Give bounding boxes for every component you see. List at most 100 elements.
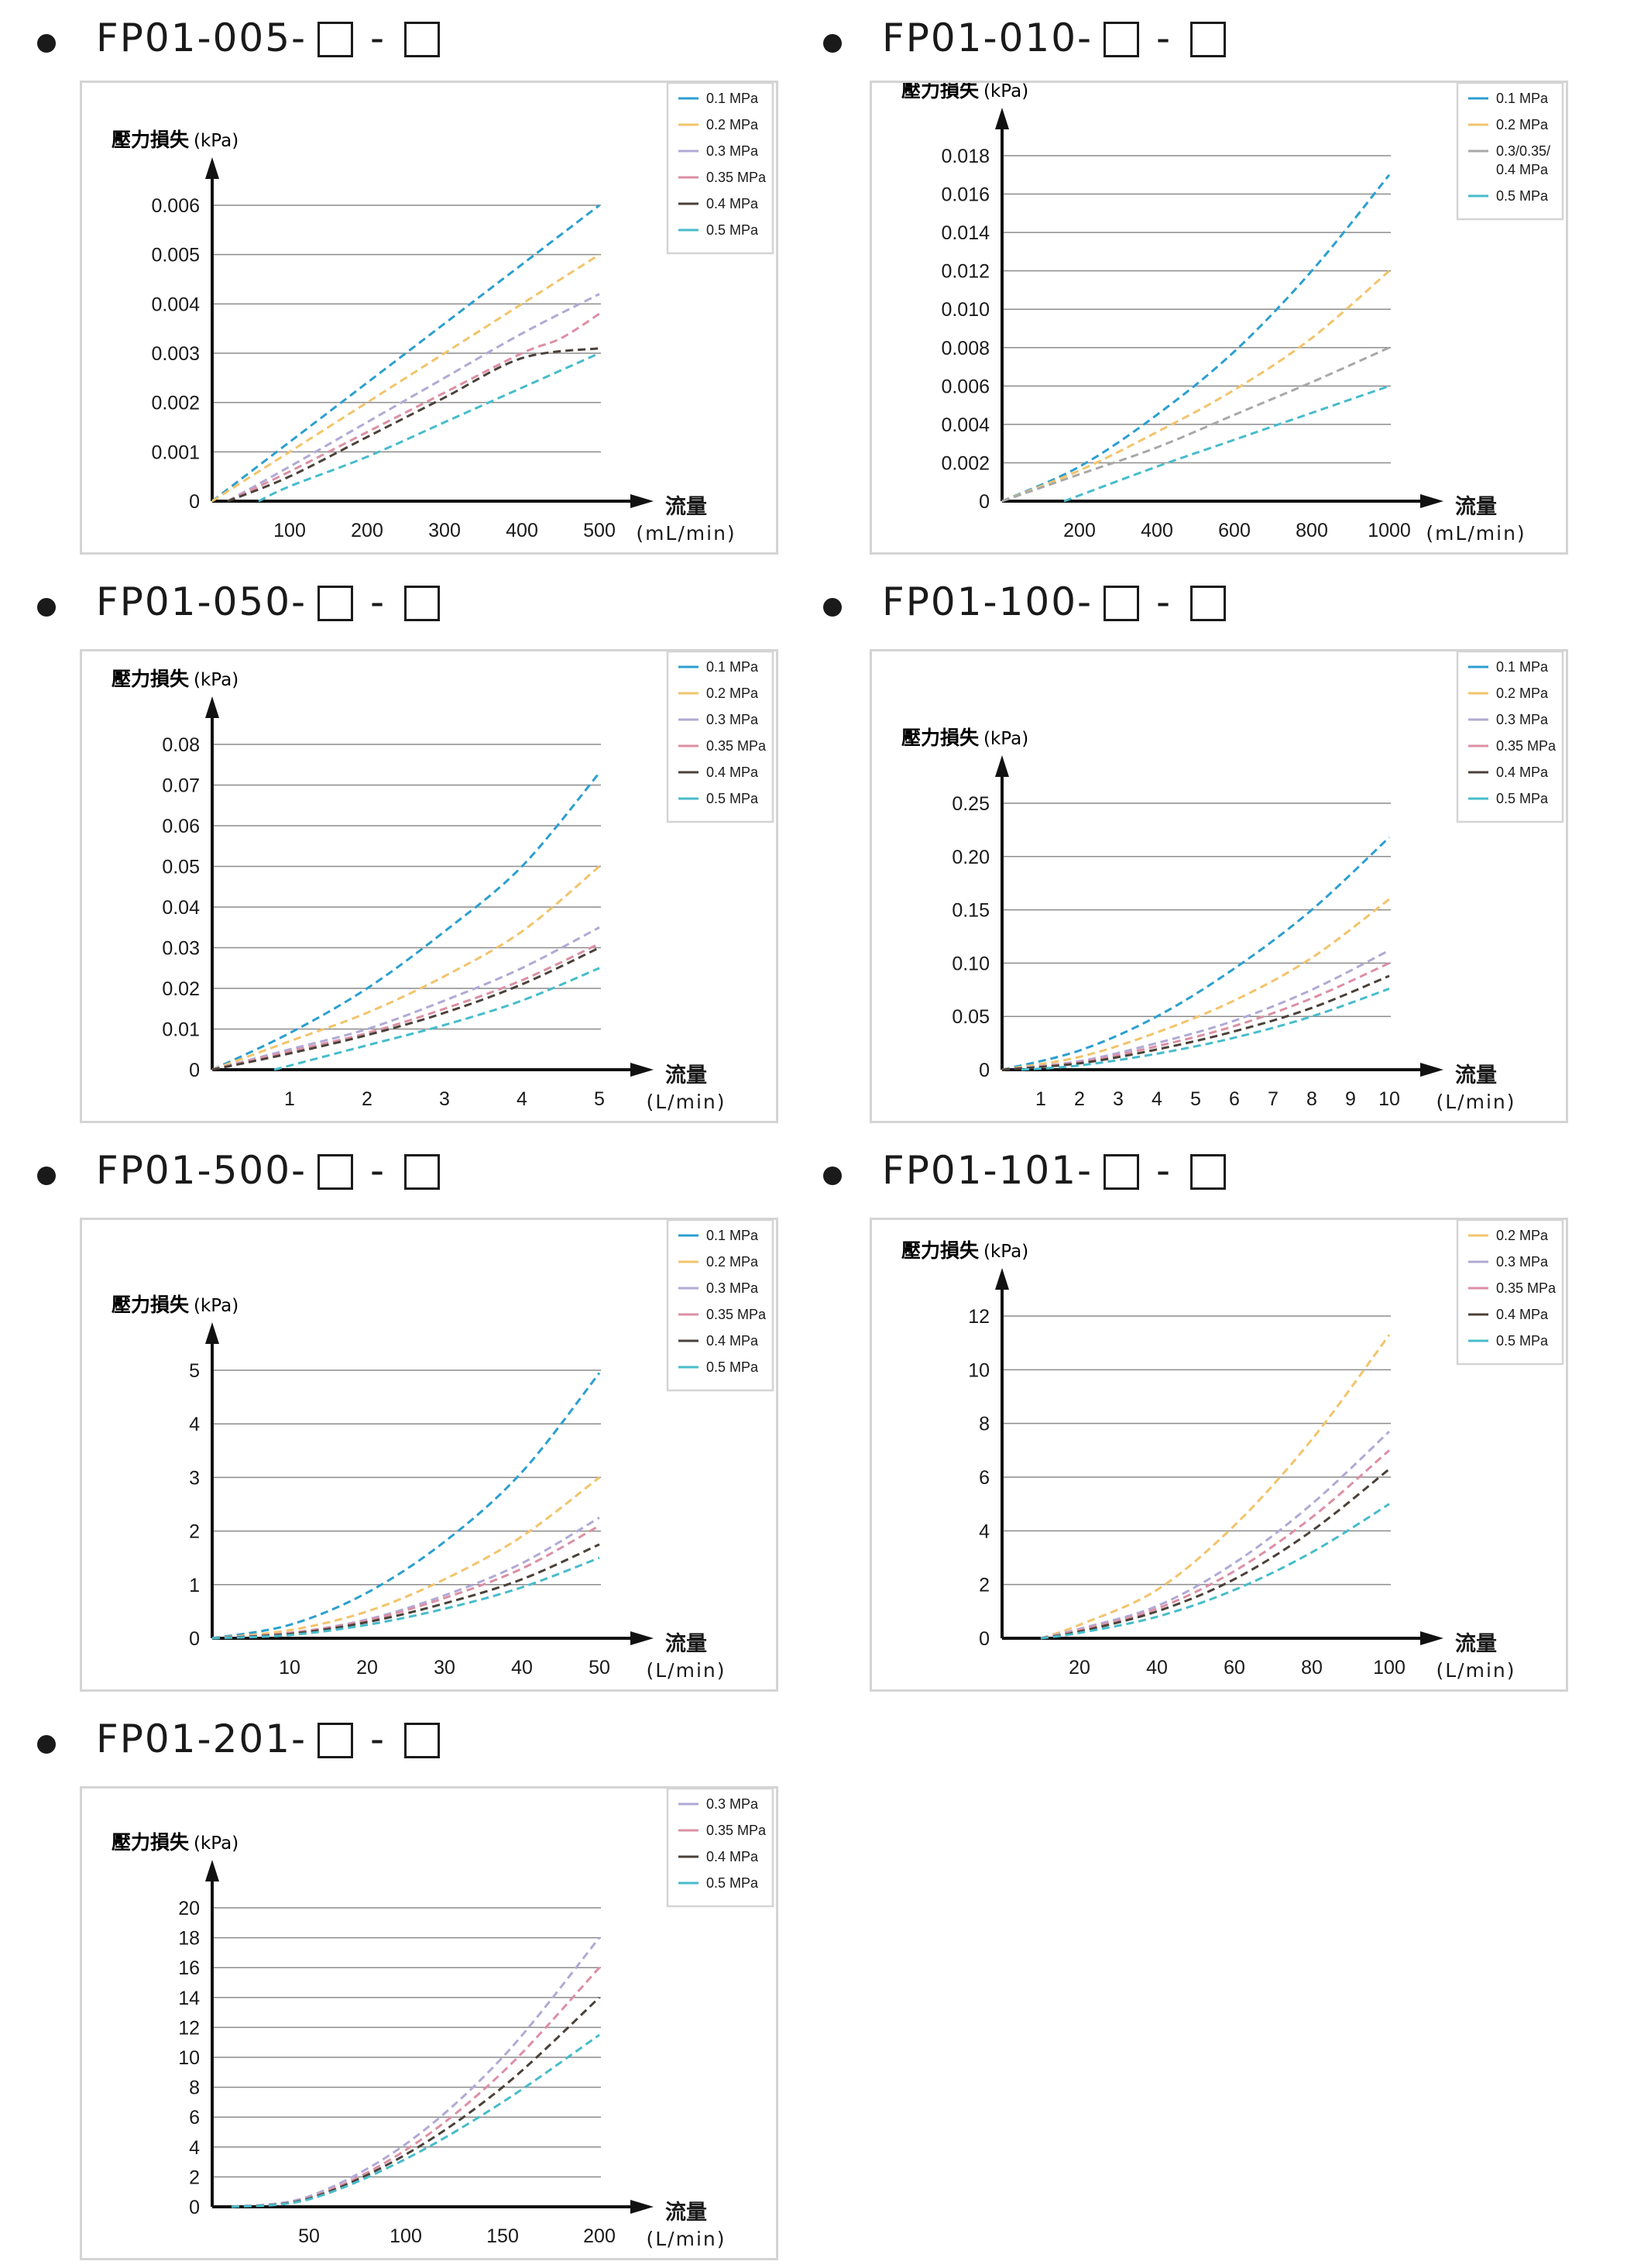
- legend-entry: 0.4 MPa: [706, 196, 759, 211]
- y-tick-label: 0.001: [151, 442, 200, 463]
- x-tick-label: 7: [1268, 1088, 1279, 1110]
- chart-panel-fp01-201: 0 2 4 6 8 10 12 14 16 18 20 50 100 150 200 壓力損失 (kPa) 流量 (…: [80, 1786, 778, 2260]
- y-tick-label: 12: [178, 2017, 200, 2039]
- option-box-2[interactable]: [404, 1154, 440, 1190]
- y-tick-label: 0.07: [162, 775, 200, 797]
- y-axis-title-text: 壓力損失: [112, 129, 190, 151]
- option-box-1[interactable]: [1104, 22, 1139, 57]
- model-code: FP01-101-: [882, 1148, 1093, 1193]
- y-axis-title: 壓力損失 (kPa): [112, 129, 239, 151]
- y-axis-arrow-icon: [205, 1860, 219, 1881]
- y-axis-title: 壓力損失 (kPa): [901, 727, 1028, 749]
- x-axis-arrow-icon: [1420, 1063, 1443, 1077]
- y-tick-label: 10: [968, 1359, 990, 1381]
- x-axis-arrow-icon: [630, 2200, 654, 2214]
- y-tick-label: 0.002: [941, 452, 990, 474]
- legend-entry: 0.4 MPa: [1496, 765, 1549, 780]
- series-line: [211, 1524, 600, 1640]
- y-tick-label: 8: [979, 1414, 990, 1435]
- bullet-icon: [823, 34, 842, 53]
- x-axis-title: 流量: [1455, 1064, 1497, 1088]
- y-tick-label: 12: [968, 1306, 990, 1328]
- legend-entry: 0.2 MPa: [706, 117, 759, 132]
- series-line: [227, 293, 600, 503]
- series-line: [211, 1476, 600, 1640]
- series-line: [227, 347, 600, 503]
- y-tick-label: 0.02: [162, 978, 200, 1000]
- y-axis-arrow-icon: [995, 1268, 1009, 1290]
- x-tick-label: 8: [1306, 1088, 1317, 1110]
- legend-entry: 0.5 MPa: [706, 222, 759, 238]
- option-separator: -: [370, 1148, 385, 1193]
- legend-entry: 0.2 MPa: [706, 1254, 759, 1270]
- bullet-icon: [823, 1167, 842, 1185]
- series-line: [1063, 384, 1390, 503]
- option-box-2[interactable]: [404, 22, 440, 57]
- option-separator: -: [370, 15, 385, 60]
- option-box-1[interactable]: [318, 1723, 353, 1758]
- option-box-2[interactable]: [404, 1723, 440, 1758]
- option-box-2[interactable]: [404, 586, 440, 621]
- series-line: [211, 1517, 600, 1640]
- series-line: [211, 771, 601, 1071]
- option-box-1[interactable]: [1104, 1154, 1139, 1190]
- legend-entry: 0.2 MPa: [1496, 1228, 1549, 1243]
- y-tick-label: 0.08: [162, 734, 200, 756]
- x-axis-title: 流量: [665, 2201, 707, 2225]
- chart-panel-fp01-500: 0 1 2 3 4 5 10 20 30 40 50 壓力損失 (kPa) 流量 (L/min) 0.1 MP…: [80, 1218, 778, 1692]
- y-tick-label: 0.04: [162, 897, 200, 919]
- option-box-2[interactable]: [1190, 22, 1226, 57]
- option-box-1[interactable]: [318, 586, 353, 621]
- y-tick-label: 0.01: [162, 1019, 200, 1041]
- x-tick-label: 200: [351, 520, 383, 541]
- series-line: [211, 1556, 600, 1640]
- model-header-fp01-010: FP01-010- -: [820, 17, 1254, 64]
- x-tick-label: 2: [1074, 1088, 1085, 1110]
- y-tick-label: 0.010: [941, 299, 990, 321]
- y-tick-label: 1: [189, 1575, 200, 1596]
- option-box-1[interactable]: [318, 22, 353, 57]
- x-tick-label: 100: [273, 520, 306, 541]
- y-tick-label: 0.10: [952, 953, 990, 974]
- y-axis-unit: (kPa): [983, 1242, 1028, 1262]
- y-tick-label: 0.004: [151, 294, 200, 315]
- option-box-2[interactable]: [1190, 586, 1226, 621]
- x-tick-label: 5: [594, 1088, 605, 1110]
- y-tick-label: 2: [189, 2167, 200, 2188]
- y-tick-label: 0.016: [941, 184, 990, 206]
- y-tick-label: 16: [178, 1957, 200, 1979]
- series-line: [1040, 1430, 1391, 1640]
- y-tick-label: 0: [979, 1060, 990, 1081]
- series-line: [1001, 270, 1390, 503]
- x-tick-label: 100: [390, 2225, 422, 2247]
- legend-entry: 0.4 MPa: [706, 1849, 759, 1864]
- x-tick-label: 500: [583, 520, 616, 541]
- y-axis-title: 壓力損失 (kPa): [901, 1239, 1028, 1262]
- y-tick-label: 0.018: [941, 146, 990, 167]
- x-tick-label: 1000: [1368, 520, 1411, 541]
- y-tick-label: 2: [189, 1521, 200, 1543]
- y-tick-label: 0.014: [941, 222, 990, 244]
- legend-box: [666, 1789, 774, 1908]
- y-axis-arrow-icon: [205, 1322, 219, 1344]
- pressure-loss-chart-fp01-005: 0 0.001 0.002 0.003 0.004 0.005 0.006 100 200 300…: [112, 83, 774, 545]
- x-tick-label: 400: [1141, 520, 1173, 541]
- y-axis-title-text: 壓力損失: [112, 668, 190, 690]
- option-box-1[interactable]: [318, 1154, 353, 1190]
- y-tick-label: 4: [189, 1414, 200, 1435]
- option-box-1[interactable]: [1104, 586, 1139, 621]
- option-box-2[interactable]: [1190, 1154, 1226, 1190]
- series-line: [231, 1996, 601, 2208]
- bullet-icon: [823, 598, 842, 617]
- pressure-loss-chart-fp01-101: 0 2 4 6 8 10 12 20 40 60 80 100 壓力損失 (kPa) 流量 (L/min) 0.…: [901, 1220, 1564, 1682]
- y-tick-label: 0.03: [162, 938, 200, 960]
- legend-entry: 0.35 MPa: [706, 1307, 767, 1322]
- y-tick-label: 14: [178, 1988, 200, 2009]
- x-tick-label: 3: [439, 1088, 450, 1110]
- model-header-fp01-050: FP01-050- -: [34, 581, 468, 627]
- y-tick-label: 0.20: [952, 847, 990, 868]
- y-tick-label: 2: [979, 1575, 990, 1596]
- x-tick-label: 1: [1035, 1088, 1046, 1110]
- y-axis-unit: (kPa): [194, 1296, 239, 1316]
- legend-entry: 0.35 MPa: [1496, 1280, 1557, 1296]
